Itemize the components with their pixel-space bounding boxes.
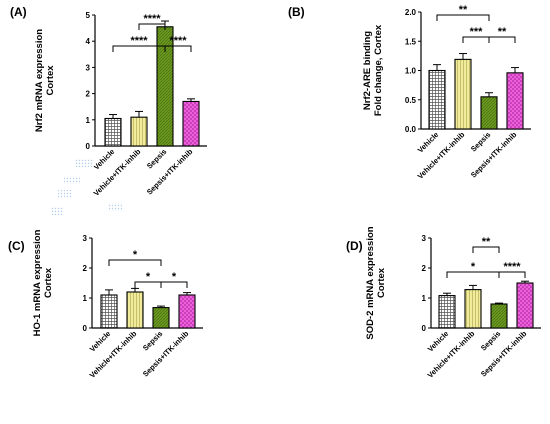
significance-line [160,281,188,288]
panel-b-label: (B) [288,5,305,19]
panel-c-label: (C) [8,239,25,253]
y-axis-title: HO-1 mRNA expressionCortex [32,229,54,336]
y-tick-label: 1.0 [405,67,417,76]
y-tick-label: 1 [83,294,88,303]
category-label-1: Vehicle+ITK-inhib [426,329,477,380]
significance-label: * [172,271,177,283]
panel-a-watermark [50,159,122,215]
category-label-2: Sepsis [479,329,502,352]
significance-line [138,23,166,30]
y-tick-label: 4 [86,37,91,46]
significance-bracket-1: * [446,261,500,278]
bar-1 [464,289,482,329]
category-label-0: Vehicle [416,130,441,155]
bar-2 [490,303,508,329]
category-label-2: Sepsis [145,147,168,170]
bar-1 [454,58,472,130]
y-tick-label: 0.0 [405,125,417,134]
y-axis-title: Nrf2-ARE bindingFold change, Cortex [362,24,384,116]
y-tick-label: 2 [86,90,91,99]
panel-a-plot: 0 1 2 3 4 5 Nrf2 mRNA expressionCortex VehicleV… [34,11,207,198]
bar-1 [130,116,148,147]
significance-label: *** [470,26,484,38]
significance-bracket-2: **** [164,35,192,52]
panel-d-plot: 0 1 2 3 SOD-2 mRNA expressionCortex VehicleVe… [365,226,541,380]
significance-label: ** [498,26,507,38]
significance-label: **** [503,261,521,273]
significance-label: * [471,261,476,273]
y-tick-label: 2.0 [405,8,417,17]
y-tick-label: 0 [83,324,88,333]
significance-label: **** [169,35,187,47]
significance-line [472,246,500,253]
significance-label: **** [143,13,161,25]
significance-label: ** [459,4,468,16]
category-label-3: Sepsis+ITK-inhib [469,130,519,180]
panel-a: (A) 0 1 2 3 4 5 Nrf2 mRNA expressionCortex Vehi… [10,5,207,215]
y-tick-label: 0 [422,324,427,333]
bar-2 [152,307,170,329]
significance-bracket-2: ** [488,26,516,43]
bar-3 [178,294,196,329]
significance-bracket-1: *** [462,26,490,43]
y-tick-label: 1.5 [405,37,417,46]
category-label-3: Sepsis+ITK-inhib [141,329,191,379]
panel-c: (C) 0 1 2 3 HO-1 mRNA expressionCortex Vehicl… [8,229,203,380]
significance-line [164,45,192,52]
bar-0 [428,69,446,130]
bar-3 [506,72,524,130]
panel-b: (B) 0.0 0.5 1.0 1.5 2.0 Nrf2-ARE bindingFold … [288,4,531,181]
bar-0 [100,294,118,329]
significance-line [498,271,526,278]
y-tick-label: 3 [83,234,88,243]
bar-3 [182,100,200,147]
panel-b-plot: 0.0 0.5 1.0 1.5 2.0 Nrf2-ARE bindingFold chan… [362,4,531,181]
significance-bracket-1: * [134,271,162,288]
significance-line [436,14,490,21]
bar-0 [438,295,456,329]
significance-bracket-0: **** [138,13,166,30]
significance-bracket-2: * [160,271,188,288]
y-axis-title: Nrf2 mRNA expressionCortex [34,29,56,132]
category-label-1: Vehicle+ITK-inhib [416,130,467,181]
significance-bracket-2: **** [498,261,526,278]
significance-line [108,259,162,266]
bar-2 [480,96,498,130]
y-tick-label: 0 [86,142,91,151]
y-tick-label: 0.5 [405,96,417,105]
significance-bracket-0: * [108,249,162,266]
y-tick-label: 2 [422,264,427,273]
panel-d-label: (D) [346,239,363,253]
category-label-3: Sepsis+ITK-inhib [145,147,195,197]
bar-1 [126,291,144,329]
panel-c-plot: 0 1 2 3 HO-1 mRNA expressionCortex VehicleVeh… [32,229,203,380]
y-tick-label: 5 [86,11,91,20]
significance-label: * [146,271,151,283]
y-axis-title: SOD-2 mRNA expressionCortex [365,226,387,339]
category-label-1: Vehicle+ITK-inhib [88,329,139,380]
y-tick-label: 1 [422,294,427,303]
y-tick-label: 1 [86,116,91,125]
category-label-2: Sepsis [469,130,492,153]
category-label-1: Vehicle+ITK-inhib [92,147,143,198]
significance-label: * [133,249,138,261]
significance-bracket-0: ** [472,236,500,253]
significance-label: ** [482,236,491,248]
bar-3 [516,282,534,329]
panel-d: (D) 0 1 2 3 SOD-2 mRNA expressionCortex Vehic… [346,226,541,380]
category-label-3: Sepsis+ITK-inhib [479,329,529,379]
significance-bracket-0: ** [436,4,490,21]
panel-a-label: (A) [10,5,27,19]
category-label-0: Vehicle [426,329,451,354]
category-label-2: Sepsis [141,329,164,352]
y-tick-label: 3 [86,63,91,72]
category-label-0: Vehicle [92,147,117,172]
y-tick-label: 2 [83,264,88,273]
significance-line [488,36,516,43]
significance-label: **** [130,35,148,47]
y-tick-label: 3 [422,234,427,243]
category-label-0: Vehicle [88,329,113,354]
bar-0 [104,117,122,147]
